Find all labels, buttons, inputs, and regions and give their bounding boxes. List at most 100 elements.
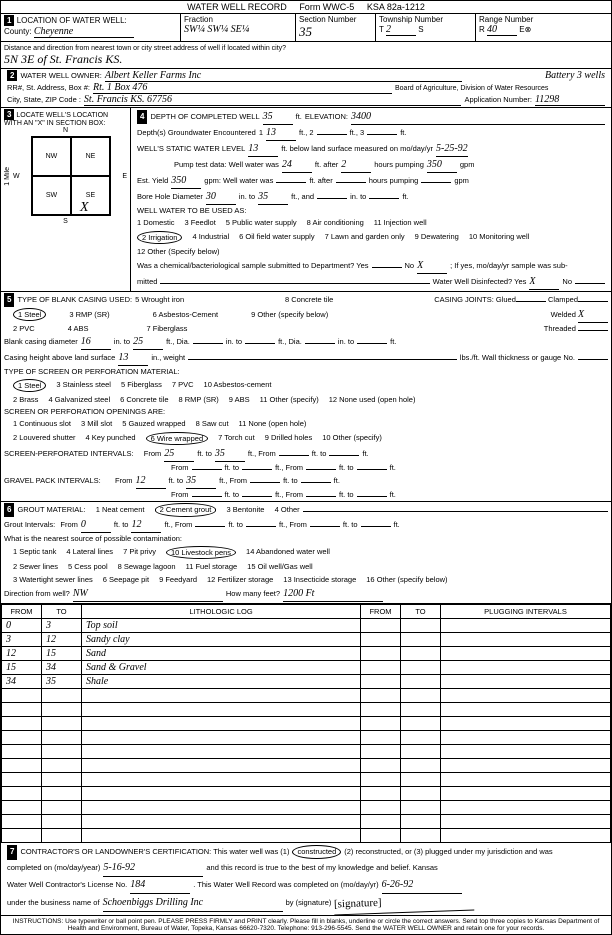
- n3: 3 Watertight sewer lines: [13, 574, 93, 585]
- cjt: Threaded: [544, 324, 576, 333]
- op10: 10 Other (specify): [322, 432, 382, 445]
- bcddia1: ft., Dia.: [166, 336, 190, 347]
- est-val: 350: [171, 173, 201, 189]
- gi5: [310, 526, 340, 527]
- o8: 8 Air conditioning: [307, 217, 364, 228]
- gi3: [195, 526, 225, 527]
- depth-val: 35: [263, 109, 293, 125]
- gilbl: Grout Intervals:: [4, 519, 55, 530]
- sp2: 2 Brass: [13, 394, 38, 405]
- section-val: 35: [299, 24, 312, 39]
- f4: From: [171, 489, 189, 500]
- gp7: [306, 496, 336, 497]
- nw-cell: NW: [32, 137, 71, 176]
- range-lbl: Range Number: [479, 15, 533, 24]
- s5-label: TYPE OF BLANK CASING USED:: [17, 294, 132, 305]
- buslbl: under the business name of: [7, 897, 100, 909]
- ht: TO: [42, 605, 82, 619]
- c7: 7 Fiberglass: [147, 323, 188, 334]
- bcd2: 25: [133, 334, 163, 350]
- sp9: 9 ABS: [229, 394, 250, 405]
- sw-t: SW: [46, 192, 57, 199]
- g1: 1 Neat cement: [96, 504, 145, 515]
- o4: 4 Industrial: [192, 231, 229, 244]
- s-lbl: S: [4, 218, 127, 225]
- county-val: Cheyenne: [34, 26, 134, 38]
- o9: 9 Dewatering: [415, 231, 459, 244]
- app-lbl: Application Number:: [464, 95, 532, 104]
- n16: 16 Other (specify below): [366, 574, 447, 585]
- section-6: 6 GROUT MATERIAL: 1 Neat cement 2 Cement…: [1, 502, 611, 604]
- n12: 12 Fertilizer storage: [207, 574, 273, 585]
- s4-label: DEPTH OF COMPLETED WELL: [150, 111, 259, 122]
- cjwx: X: [578, 307, 608, 323]
- township-val: 2: [386, 24, 416, 36]
- range-val: 40: [487, 24, 517, 36]
- sec4-num: 4: [137, 110, 147, 124]
- gpm2: gpm: [454, 175, 469, 186]
- r-e: E⊗: [519, 25, 531, 34]
- gi4: [246, 526, 276, 527]
- spi6: [242, 469, 272, 470]
- lithologic-log-table: FROM TO LITHOLOGIC LOG FROM TO PLUGGING …: [1, 604, 611, 843]
- mitted-f: [160, 283, 429, 284]
- spi4: [329, 455, 359, 456]
- cjlbl: CASING JOINTS: Glued: [434, 295, 516, 304]
- t8: ft. to: [339, 489, 354, 500]
- form-title: WATER WELL RECORD Form WWC-5 KSA 82a-121…: [1, 1, 611, 14]
- bcd1: 16: [81, 334, 111, 350]
- gi1: 0: [81, 517, 111, 533]
- spi7: [306, 469, 336, 470]
- n5: 5 Cess pool: [68, 561, 108, 572]
- near-opts: 1 Septic tank4 Lateral lines7 Pit privy1…: [1, 545, 611, 560]
- o11: 11 Injection well: [374, 217, 427, 228]
- gp4: [301, 482, 331, 483]
- table-row: [2, 689, 611, 703]
- sec6-num: 6: [4, 503, 14, 517]
- sp8: 8 RMP (SR): [179, 394, 219, 405]
- o6: 6 Oil field water supply: [239, 231, 314, 244]
- elev-lbl: ELEVATION:: [305, 111, 348, 122]
- hl: LITHOLOGIC LOG: [82, 605, 361, 619]
- sp7: 7 PVC: [172, 379, 194, 392]
- gi2: 12: [131, 517, 161, 533]
- bcd5: [305, 343, 335, 344]
- op7: 7 Torch cut: [218, 432, 255, 445]
- chwf: [188, 359, 457, 360]
- pump-lbl: Pump test data: Well water was: [174, 159, 279, 170]
- ne-cell: NE: [71, 137, 110, 176]
- spi5: [192, 469, 222, 470]
- t5: ft. to: [169, 475, 184, 486]
- table-row: [2, 759, 611, 773]
- sp10: 10 Asbestos-cement: [204, 379, 272, 392]
- bcdlbl: Blank casing diameter: [4, 336, 78, 347]
- pump-g: 350: [427, 157, 457, 173]
- s7t4: . This Water Well Record was completed o…: [193, 879, 378, 891]
- sp6: 6 Concrete tile: [120, 394, 168, 405]
- mile-lbl: 1 Mile: [4, 167, 11, 186]
- use-opts2: 2 Irrigation 4 Industrial 6 Oil field wa…: [134, 230, 608, 259]
- g4f: [303, 511, 608, 512]
- s7lbl: CONTRACTOR'S OR LANDOWNER'S CERTIFICATIO…: [20, 846, 289, 858]
- op8: 8 Saw cut: [196, 418, 229, 429]
- and1: ft., and: [291, 191, 314, 202]
- t4: ft. to: [339, 462, 354, 473]
- mitted: mitted: [137, 276, 157, 287]
- dirlbl: Direction from well?: [4, 588, 70, 599]
- t1: ft. to: [197, 448, 212, 459]
- pump-l: 24: [282, 157, 312, 173]
- o2: 2 Irrigation: [137, 231, 182, 244]
- ft1: ft.: [296, 111, 302, 122]
- cjg: [516, 301, 546, 302]
- nearlbl: What is the nearest source of possible c…: [4, 533, 182, 544]
- chem-y: [372, 267, 402, 268]
- table-row: [2, 787, 611, 801]
- c8: 8 Concrete tile: [285, 294, 333, 305]
- c9: 9 Other (specify below): [251, 309, 328, 320]
- op6: 6 Wire wrapped: [146, 432, 209, 445]
- spi2: 35: [215, 446, 245, 462]
- est-g2: [421, 182, 451, 183]
- hmflbl: How many feet?: [226, 588, 280, 599]
- n8: 8 Sewage lagoon: [118, 561, 176, 572]
- dx: X: [529, 274, 559, 290]
